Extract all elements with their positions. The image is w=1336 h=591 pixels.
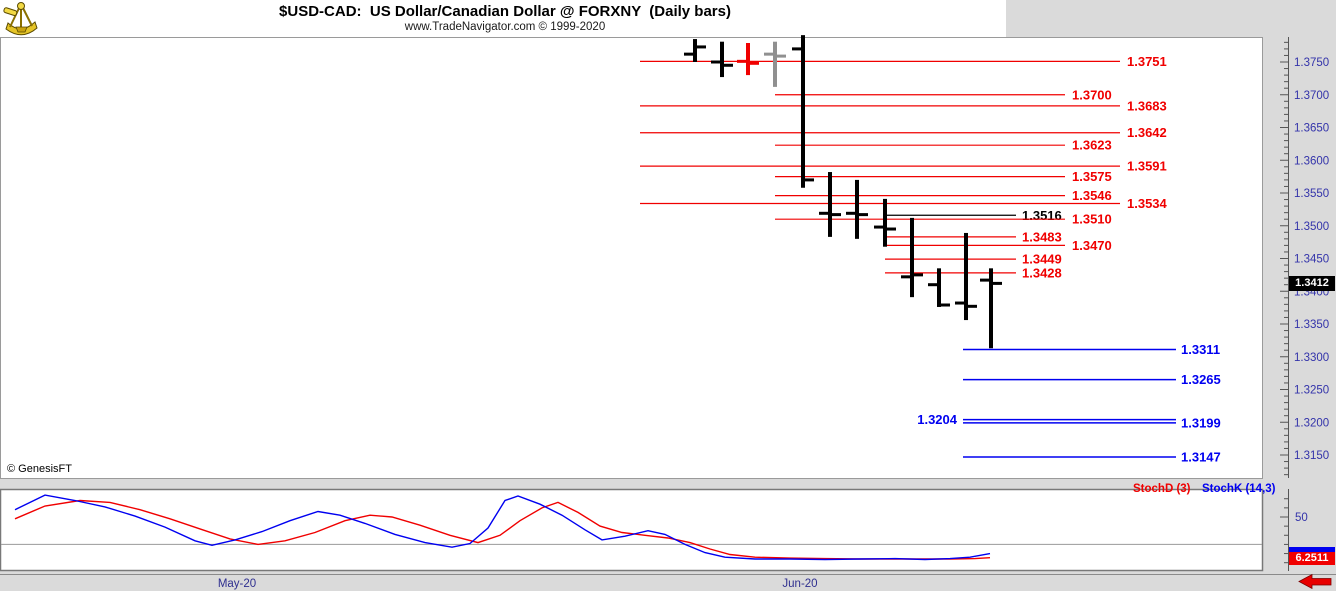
close-tick [941, 303, 950, 307]
stochk-line [14, 494, 991, 561]
close-tick [859, 213, 868, 217]
price-axis-tick-label: 1.3650 [1294, 123, 1329, 135]
ohlc-bar [693, 39, 697, 62]
time-axis[interactable]: May-20 Jun-20 [218, 578, 818, 590]
level-label[interactable]: 1.3204 [917, 412, 958, 427]
level-label[interactable]: 1.3575 [1072, 169, 1112, 184]
level-label[interactable]: 1.3546 [1072, 188, 1112, 203]
level-label[interactable]: 1.3516 [1022, 208, 1062, 223]
level-label[interactable]: 1.3311 [1181, 342, 1220, 357]
close-tick [724, 63, 733, 67]
stoch-panel[interactable] [0, 488, 1264, 572]
open-tick [792, 47, 801, 51]
price-levels[interactable]: 1.3751 1.3700 1.3683 1.3642 1.3623 1.3591 1.35… [640, 54, 1221, 465]
ohlc-bar [773, 41, 777, 87]
open-tick [846, 211, 855, 215]
ohlc-bar [828, 172, 832, 237]
level-label[interactable]: 1.3623 [1072, 138, 1112, 153]
ohlc-bar [883, 198, 887, 247]
level-label[interactable]: 1.3470 [1072, 238, 1112, 253]
stoch-axis[interactable]: 50 [1280, 489, 1308, 571]
chart-subtitle: www.TradeNavigator.com © 1999-2020 [404, 21, 606, 33]
open-tick [684, 52, 693, 56]
level-label[interactable]: 1.3751 [1127, 54, 1167, 69]
ohlc-bar [964, 232, 968, 321]
price-axis-tick-label: 1.3500 [1294, 221, 1329, 233]
open-tick [711, 60, 720, 64]
price-axis-tick-label: 1.3200 [1294, 417, 1329, 429]
level-label[interactable]: 1.3483 [1022, 229, 1062, 244]
level-label[interactable]: 1.3199 [1181, 415, 1221, 430]
close-tick [993, 281, 1002, 285]
level-label[interactable]: 1.3534 [1127, 196, 1168, 211]
month-label: May-20 [218, 578, 256, 590]
price-axis-tick-label: 1.3350 [1294, 319, 1329, 331]
ohlc-bar [801, 35, 805, 188]
price-axis-tick-label: 1.3450 [1294, 254, 1329, 266]
stochk-value-badge [1289, 547, 1335, 553]
chart-title: $USD-CAD: US Dollar/Canadian Dollar @ FO… [279, 3, 731, 20]
ohlc-bar [910, 217, 914, 298]
scroll-left-arrow-icon[interactable] [1298, 573, 1332, 590]
level-label[interactable]: 1.3700 [1072, 87, 1112, 102]
close-tick [887, 227, 896, 231]
genesisft-copyright: © GenesisFT [7, 463, 72, 475]
stoch-plot [1, 494, 1262, 561]
level-label[interactable]: 1.3428 [1022, 265, 1062, 280]
open-tick [980, 278, 989, 282]
ohlc-bar [746, 43, 750, 76]
close-tick [777, 54, 786, 58]
open-tick [874, 225, 883, 229]
header-band [0, 0, 1006, 37]
price-axis-tick-label: 1.3600 [1294, 155, 1329, 167]
last-price-badge: 1.3412 [1289, 276, 1335, 291]
open-tick [955, 301, 964, 305]
level-label[interactable]: 1.3449 [1022, 252, 1062, 267]
level-label[interactable]: 1.3265 [1181, 372, 1221, 387]
close-tick [968, 304, 977, 308]
close-tick [697, 45, 706, 49]
ohlc-bars [684, 35, 1002, 349]
open-tick [819, 211, 828, 215]
open-tick [901, 275, 910, 279]
level-label[interactable]: 1.3683 [1127, 98, 1167, 113]
stoch-axis-tick-label: 50 [1295, 512, 1308, 524]
close-tick [914, 273, 923, 277]
level-label[interactable]: 1.3147 [1181, 449, 1221, 464]
ohlc-bar [720, 41, 724, 78]
price-axis-tick-label: 1.3750 [1294, 57, 1329, 69]
price-axis-tick-label: 1.3150 [1294, 450, 1329, 462]
stochd-line [14, 499, 991, 560]
price-axis-tick-label: 1.3250 [1294, 385, 1329, 397]
ohlc-bar [855, 179, 859, 239]
open-tick [928, 283, 937, 287]
legend-stochd[interactable]: StochD (3) [1133, 483, 1191, 495]
close-tick [832, 213, 841, 217]
level-label[interactable]: 1.3642 [1127, 125, 1167, 140]
close-tick [750, 61, 759, 65]
ohlc-bar [937, 268, 941, 307]
level-label[interactable]: 1.3591 [1127, 159, 1167, 174]
price-axis-tick-label: 1.3300 [1294, 352, 1329, 364]
genesisft-logo-icon [2, 1, 42, 36]
ohlc-bar [989, 268, 993, 349]
price-axis-tick-label: 1.3700 [1294, 90, 1329, 102]
open-tick [737, 59, 746, 63]
level-label[interactable]: 1.3510 [1072, 212, 1112, 227]
main-chart-panel[interactable] [0, 37, 1263, 479]
legend-stochk[interactable]: StochK (14,3) [1202, 483, 1276, 495]
open-tick [764, 52, 773, 56]
stochd-value-badge: 6.2511 [1289, 552, 1335, 565]
price-axis-tick-label: 1.3550 [1294, 188, 1329, 200]
month-label: Jun-20 [782, 578, 817, 590]
close-tick [805, 178, 814, 182]
